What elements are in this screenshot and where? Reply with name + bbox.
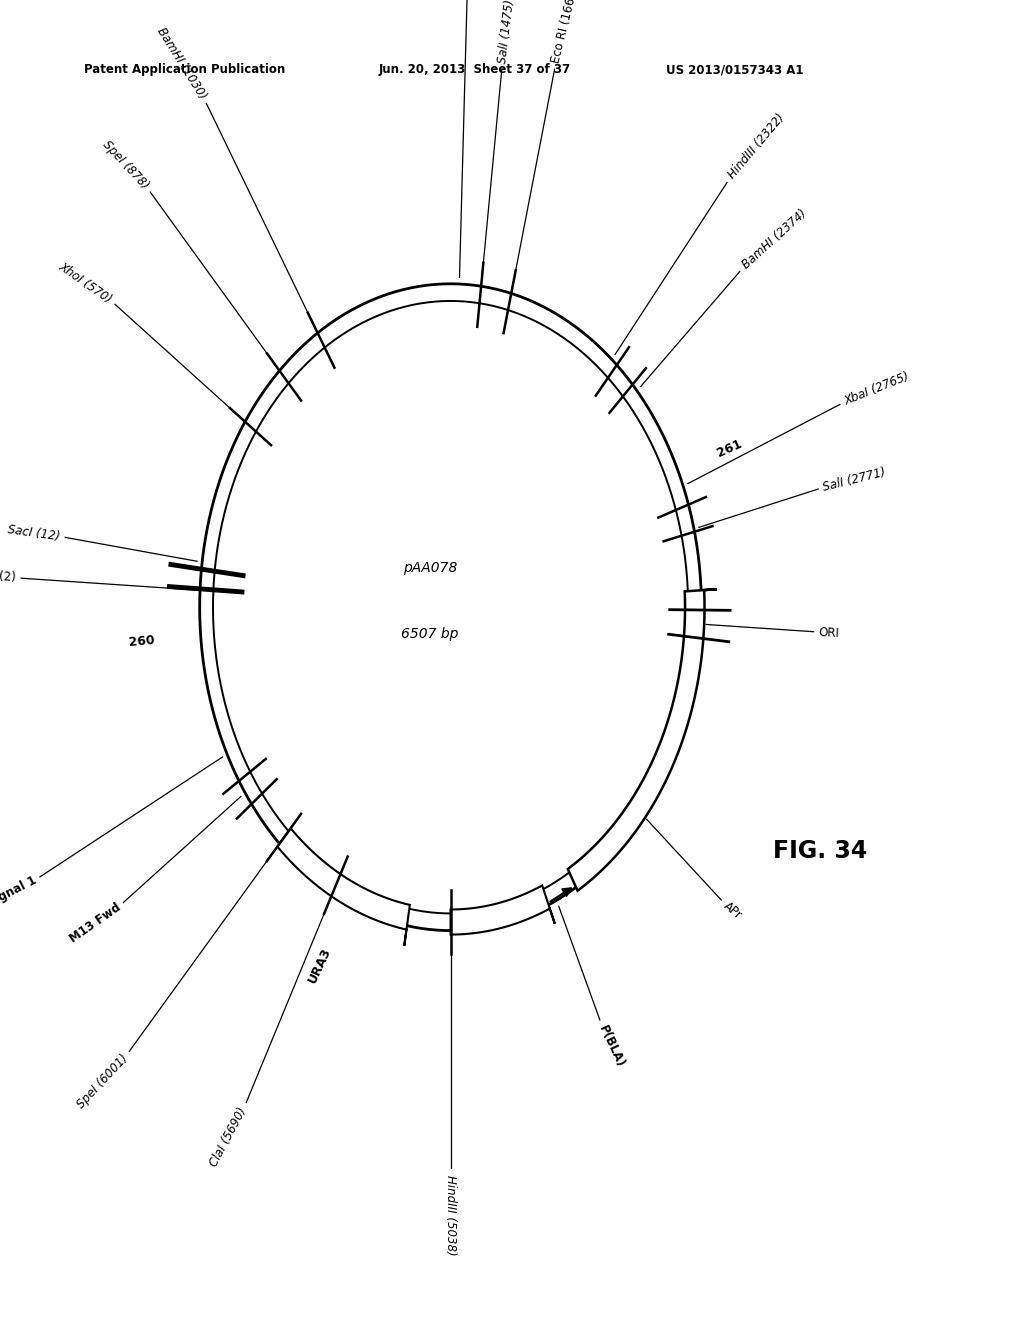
- Text: 261: 261: [715, 438, 743, 461]
- Text: SpeI (878): SpeI (878): [100, 139, 152, 191]
- Text: BamHI (1030): BamHI (1030): [155, 25, 209, 102]
- Text: ClaI (5690): ClaI (5690): [208, 1105, 250, 1170]
- Text: ORI: ORI: [818, 626, 840, 640]
- Text: 6507 bp: 6507 bp: [401, 627, 459, 640]
- Text: HindIII (2322): HindIII (2322): [725, 111, 787, 182]
- Polygon shape: [567, 589, 717, 891]
- Text: Eco RI (2): Eco RI (2): [0, 569, 16, 585]
- Text: pAA078: pAA078: [402, 561, 458, 574]
- Text: Patent Application Publication: Patent Application Publication: [84, 63, 286, 77]
- Polygon shape: [451, 886, 555, 935]
- Text: BamHI (2374): BamHI (2374): [739, 207, 809, 272]
- Text: FIG. 34: FIG. 34: [773, 840, 867, 863]
- Text: HindIII (5038): HindIII (5038): [444, 1175, 457, 1255]
- Text: XbaI (2765): XbaI (2765): [842, 370, 911, 408]
- Text: SacI (12): SacI (12): [7, 523, 61, 543]
- Text: SalI (2771): SalI (2771): [821, 466, 888, 494]
- Text: US 2013/0157343 A1: US 2013/0157343 A1: [666, 63, 803, 77]
- Text: 260: 260: [128, 634, 156, 649]
- Text: Jun. 20, 2013  Sheet 37 of 37: Jun. 20, 2013 Sheet 37 of 37: [379, 63, 571, 77]
- Polygon shape: [278, 828, 410, 946]
- Text: APr: APr: [721, 899, 744, 921]
- Text: URA3: URA3: [305, 945, 333, 985]
- Text: XhoI (570): XhoI (570): [56, 260, 115, 306]
- Text: SalI (1475): SalI (1475): [496, 0, 517, 65]
- Text: P(BLA): P(BLA): [596, 1023, 627, 1069]
- Text: Eco RI (1664): Eco RI (1664): [550, 0, 582, 65]
- Text: TATA Signal 1: TATA Signal 1: [0, 874, 38, 927]
- Text: M13 Fwd: M13 Fwd: [67, 902, 123, 945]
- Text: SpeI (6001): SpeI (6001): [74, 1052, 131, 1111]
